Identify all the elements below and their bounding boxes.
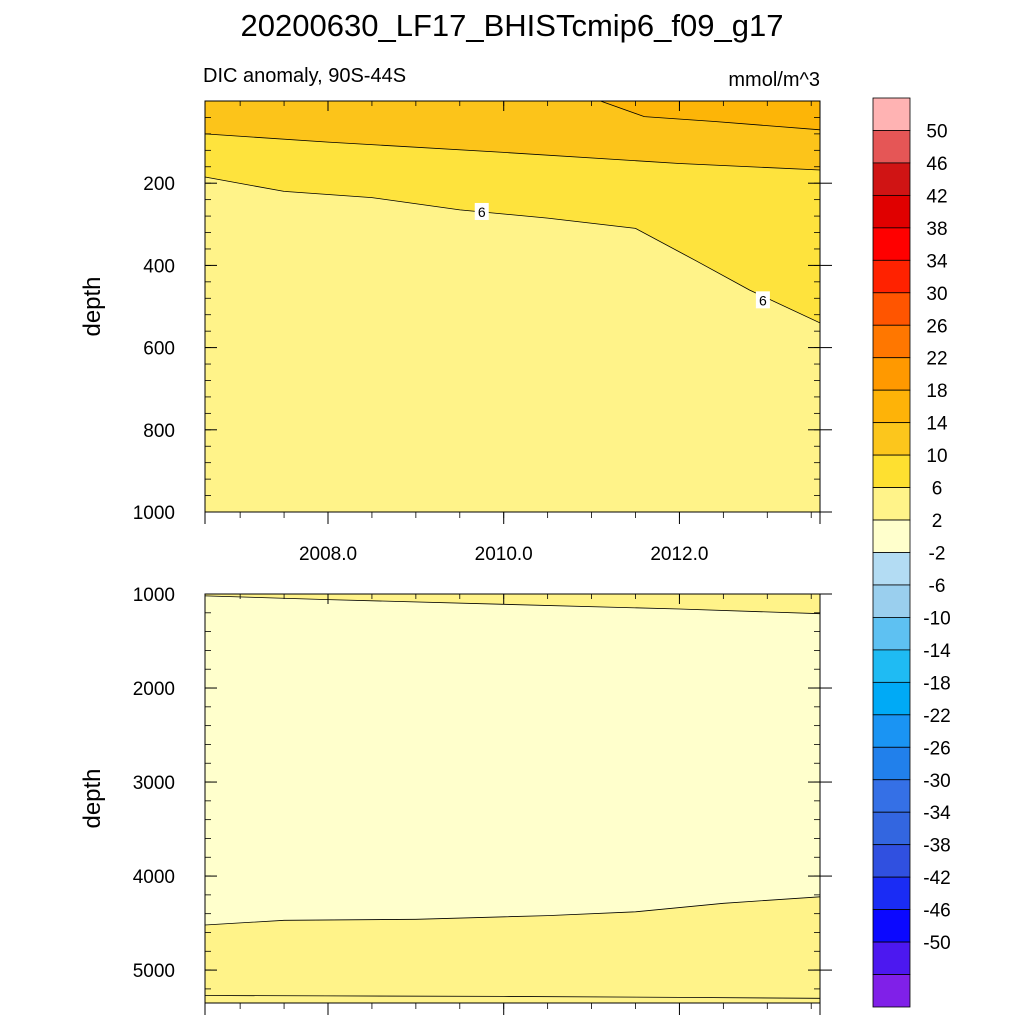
band-neg2-2 — [205, 595, 820, 925]
colorbar-label: -42 — [923, 868, 950, 889]
colorbar-label: 38 — [926, 219, 947, 240]
colorbar: 50 46 42 38 34 30 26 22 18 14 10 6 2 -2 -6 -10 -14 -18 -22… — [872, 97, 951, 1008]
x-tick-label: 2008.0 — [299, 544, 357, 565]
contour-label-1: 6 — [759, 292, 767, 308]
contour-fills — [205, 101, 820, 512]
colorbar-box-8 — [872, 357, 911, 391]
colorbar-box-7 — [872, 324, 911, 359]
contour-label-0: 6 — [478, 204, 486, 220]
units-label: mmol/m^3 — [728, 69, 820, 91]
colorbar-label: -30 — [923, 771, 950, 792]
colorbar-box-0 — [872, 97, 911, 131]
contour-line-2-0 — [205, 595, 820, 615]
colorbar-box-23 — [872, 844, 911, 878]
colorbar-label: -14 — [923, 641, 951, 662]
colorbar-label: -2 — [929, 544, 946, 565]
colorbar-label: 18 — [926, 381, 947, 402]
colorbar-label: -50 — [923, 933, 950, 954]
y-axis-label: depth — [79, 768, 106, 828]
colorbar-label: -10 — [923, 608, 950, 629]
contour-line-10-0 — [205, 133, 820, 171]
colorbar-label: -22 — [923, 706, 950, 727]
contour-line-6-2 — [205, 995, 820, 999]
colorbar-label: -46 — [923, 901, 950, 922]
y-tick-label: 3000 — [133, 773, 175, 794]
colorbar-box-4 — [872, 227, 911, 261]
colorbar-label: 22 — [926, 349, 947, 370]
colorbar-box-24 — [872, 876, 911, 911]
colorbar-box-16 — [872, 617, 911, 651]
band-2-6-shallow — [205, 594, 820, 614]
contour-label-bg — [755, 291, 770, 309]
colorbar-label: -18 — [923, 673, 950, 694]
contour-fills — [205, 594, 820, 1003]
colorbar-box-18 — [872, 681, 911, 716]
colorbar-box-17 — [872, 649, 911, 683]
colorbar-box-2 — [872, 162, 911, 196]
colorbar-label: 50 — [926, 121, 947, 142]
y-tick-label: 200 — [143, 174, 175, 195]
colorbar-box-1 — [872, 130, 911, 164]
band-14-18 — [600, 101, 820, 130]
colorbar-label: 2 — [932, 511, 943, 532]
x-tick-label: 2010.0 — [475, 544, 533, 565]
y-axis-label: depth — [79, 276, 106, 336]
y-tick-label: 4000 — [133, 867, 175, 888]
colorbar-label: -38 — [923, 836, 950, 857]
lower-panel: 1000 2000 3000 4000 5000 depth — [79, 585, 832, 1015]
colorbar-box-21 — [872, 779, 911, 813]
colorbar-label: -34 — [923, 803, 951, 824]
colorbar-label: 10 — [926, 446, 947, 467]
colorbar-box-20 — [872, 746, 911, 781]
colorbar-box-27 — [872, 974, 911, 1008]
x-tick-label: 2012.0 — [650, 544, 708, 565]
y-tick-label: 5000 — [133, 961, 175, 982]
y-tick-label: 400 — [143, 256, 175, 277]
colorbar-box-13 — [872, 519, 911, 553]
colorbar-label: -26 — [923, 738, 950, 759]
y-tick-label: 1000 — [133, 585, 175, 606]
upper-panel: 6 6 200 400 600 800 1000 2008.0 2010.0 2012.0 dept… — [79, 100, 832, 565]
colorbar-label: 6 — [932, 479, 943, 500]
chart-subtitle: DIC anomaly, 90S-44S — [203, 65, 406, 87]
y-tick-label: 800 — [143, 421, 175, 442]
colorbar-label: 42 — [926, 186, 947, 207]
colorbar-label: -6 — [929, 576, 946, 597]
colorbar-box-9 — [872, 389, 911, 424]
colorbar-label: 46 — [926, 154, 947, 175]
plot-frame — [204, 593, 821, 1004]
colorbar-box-15 — [872, 584, 911, 618]
colorbar-box-11 — [872, 454, 911, 488]
colorbar-box-26 — [872, 941, 911, 975]
colorbar-box-3 — [872, 194, 911, 229]
colorbar-box-19 — [872, 714, 911, 748]
contour-line-6-1 — [205, 176, 820, 324]
colorbar-label: 34 — [926, 251, 948, 272]
y-tick-label: 600 — [143, 339, 175, 360]
colorbar-label: 14 — [926, 414, 948, 435]
contour-line-2-1 — [205, 896, 820, 926]
colorbar-box-6 — [872, 292, 911, 326]
colorbar-box-5 — [872, 259, 911, 294]
colorbar-label: 30 — [926, 284, 947, 305]
colorbar-box-14 — [872, 552, 911, 586]
contour-line-14-2 — [600, 101, 820, 131]
colorbar-box-12 — [872, 487, 911, 521]
colorbar-box-10 — [872, 422, 911, 456]
chart-title: 20200630_LF17_BHISTcmip6_f09_g17 — [241, 8, 784, 43]
colorbar-box-22 — [872, 811, 911, 846]
colorbar-label: 26 — [926, 316, 947, 337]
colorbar-box-25 — [872, 909, 911, 943]
y-tick-label: 2000 — [133, 679, 175, 700]
y-tick-label: 1000 — [133, 503, 175, 524]
contour-label-bg — [474, 202, 489, 220]
plot-frame — [204, 100, 821, 513]
